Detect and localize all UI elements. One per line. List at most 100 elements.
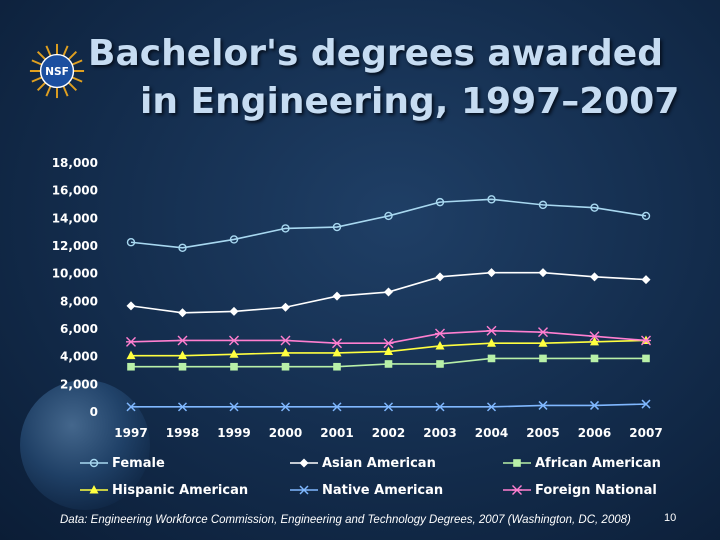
x-tick-label: 2003 xyxy=(423,426,456,440)
data-point xyxy=(177,335,188,346)
data-point xyxy=(384,287,393,297)
data-point xyxy=(538,327,548,338)
data-point xyxy=(333,362,341,371)
y-tick-label: 18,000 xyxy=(52,156,98,170)
series-line-0 xyxy=(130,198,647,249)
data-point xyxy=(280,402,291,412)
legend-marker-shape xyxy=(299,485,309,495)
data-point xyxy=(230,362,238,371)
data-point xyxy=(280,335,291,346)
data-point xyxy=(332,291,342,301)
data-point xyxy=(435,272,445,282)
data-point xyxy=(281,302,290,312)
legend-label: Hispanic American xyxy=(112,482,249,498)
data-point xyxy=(487,354,496,363)
data-point xyxy=(332,347,342,357)
legend-marker xyxy=(80,458,108,468)
data-point xyxy=(435,328,445,339)
title-line-2: in Engineering, 1997–2007 xyxy=(140,81,680,122)
y-tick-label: 14,000 xyxy=(52,211,98,225)
data-point xyxy=(539,354,547,363)
globe-icon xyxy=(20,380,150,510)
data-point xyxy=(435,340,445,350)
legend-item: Female xyxy=(80,453,165,473)
x-tick-label: 2007 xyxy=(629,426,662,440)
data-point xyxy=(383,338,394,349)
data-point xyxy=(229,335,239,346)
data-point xyxy=(590,354,599,363)
y-tick-label: 8,000 xyxy=(60,294,98,308)
legend-label: Asian American xyxy=(322,455,436,471)
legend-label: Foreign National xyxy=(535,482,657,498)
y-tick-label: 12,000 xyxy=(52,239,98,253)
data-point xyxy=(126,238,136,247)
data-point xyxy=(127,362,135,371)
data-point xyxy=(229,349,239,358)
data-point xyxy=(178,362,187,371)
x-tick-label: 2005 xyxy=(526,426,559,440)
legend-label: African American xyxy=(535,455,661,471)
data-point xyxy=(332,338,342,349)
x-tick-label: 1999 xyxy=(217,426,250,440)
y-tick-label: 6,000 xyxy=(60,322,98,336)
data-point xyxy=(126,402,136,412)
data-point xyxy=(332,222,342,232)
data-point xyxy=(487,195,496,204)
data-point xyxy=(538,200,548,210)
data-point xyxy=(435,197,445,207)
legend-marker xyxy=(503,459,531,467)
data-point xyxy=(436,360,444,368)
x-tick-label: 2004 xyxy=(475,426,508,440)
legend-marker xyxy=(290,485,318,495)
data-point xyxy=(281,362,290,371)
data-point xyxy=(229,306,239,316)
legend-item: Native American xyxy=(290,480,443,500)
data-point xyxy=(126,336,136,347)
data-point xyxy=(590,272,599,282)
data-point xyxy=(590,336,599,346)
nsf-logo-text: NSF xyxy=(45,65,69,78)
data-point xyxy=(229,402,239,412)
data-point xyxy=(178,308,187,318)
data-point xyxy=(281,224,290,233)
data-point xyxy=(178,243,187,252)
data-point xyxy=(486,402,497,412)
legend-marker-shape xyxy=(89,458,99,468)
x-tick-label: 2006 xyxy=(578,426,611,440)
data-point xyxy=(641,211,651,221)
x-tick-label: 1997 xyxy=(114,426,147,440)
data-point xyxy=(178,350,187,360)
legend-marker-shape xyxy=(89,485,99,494)
legend-marker xyxy=(290,458,318,468)
y-tick-label: 10,000 xyxy=(52,267,98,281)
data-point xyxy=(641,275,651,285)
data-point xyxy=(384,211,393,221)
data-point xyxy=(281,347,290,357)
y-tick-label: 0 xyxy=(90,405,98,419)
data-point xyxy=(589,331,600,342)
x-tick-label: 1998 xyxy=(166,426,199,440)
data-point xyxy=(641,399,651,409)
legend-marker-shape xyxy=(512,485,522,495)
y-tick-label: 4,000 xyxy=(60,350,98,364)
data-point xyxy=(383,402,394,412)
slide-title: Bachelor's degrees awarded in Engineerin… xyxy=(88,30,688,126)
y-tick-label: 16,000 xyxy=(52,184,98,198)
data-point xyxy=(332,402,342,412)
title-line-1: Bachelor's degrees awarded xyxy=(88,33,663,74)
data-point xyxy=(229,235,239,244)
data-point xyxy=(384,360,393,368)
data-point xyxy=(642,354,650,363)
data-point xyxy=(177,402,188,412)
data-point xyxy=(487,268,496,278)
data-point xyxy=(589,400,600,410)
data-source-note: Data: Engineering Workforce Commission, … xyxy=(60,514,631,526)
data-point xyxy=(538,268,548,278)
legend-marker-shape xyxy=(299,458,309,468)
legend-label: Native American xyxy=(322,482,444,498)
legend-item: African American xyxy=(503,453,661,473)
x-tick-label: 2001 xyxy=(320,426,353,440)
series-line-5 xyxy=(130,329,647,345)
data-point xyxy=(126,301,136,311)
data-point xyxy=(641,335,651,346)
